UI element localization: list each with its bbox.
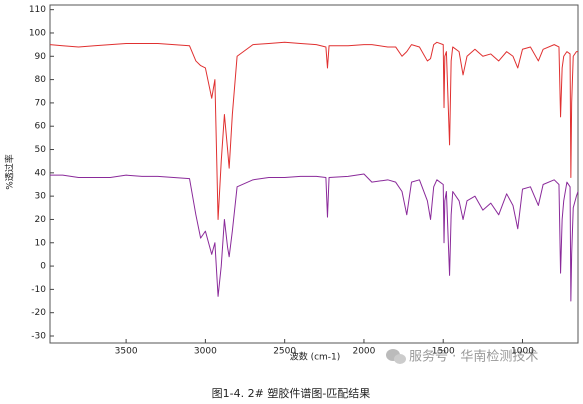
x-tick-label: 2000: [352, 347, 375, 357]
x-tick-label: 1500: [432, 347, 455, 357]
y-tick-label: 10: [35, 238, 47, 248]
y-tick-label: -20: [31, 308, 46, 318]
x-tick-label: 3500: [115, 347, 138, 357]
y-tick-label: 110: [29, 5, 46, 15]
y-axis-label: %透过率: [4, 154, 16, 190]
watermark-icon: [394, 354, 406, 364]
spectrum-line: [49, 41, 578, 220]
y-tick-label: 0: [40, 262, 46, 272]
x-tick-label: 3000: [194, 347, 217, 357]
y-tick-label: 90: [35, 52, 47, 62]
y-tick-label: -10: [31, 285, 46, 295]
y-tick-label: 30: [35, 192, 47, 202]
y-tick-label: -30: [31, 332, 46, 342]
spectrum-line: [50, 173, 579, 302]
y-tick-label: 100: [29, 28, 46, 38]
watermark-text: 服务号 · 华南检测技术: [409, 349, 538, 365]
x-axis-label: 波数 (cm-1): [290, 351, 341, 363]
y-tick-label: 40: [35, 168, 47, 178]
watermark: 服务号 · 华南检测技术: [386, 349, 538, 365]
x-tick-label: 1000: [511, 347, 534, 357]
caption: 图1-4. 2# 塑胶件谱图-匹配结果: [212, 386, 371, 400]
y-tick-label: 20: [35, 215, 47, 225]
plot-frame: [49, 4, 579, 344]
y-tick-label: 60: [35, 122, 47, 132]
y-tick-label: 80: [35, 75, 47, 85]
y-tick-label: 70: [35, 98, 47, 108]
y-tick-label: 50: [35, 145, 47, 155]
x-tick-label: 2500: [273, 347, 296, 357]
